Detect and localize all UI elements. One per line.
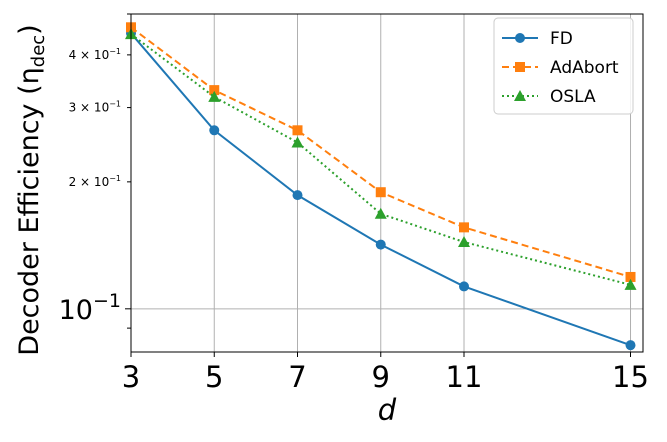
data-point-adabort xyxy=(292,125,303,136)
legend-marker-fd xyxy=(515,33,525,43)
x-axis-label: d xyxy=(378,393,397,427)
data-point-fd xyxy=(209,125,220,136)
y-axis-label: Decoder Efficiency (ηdec) xyxy=(14,24,49,355)
series-fd xyxy=(126,28,636,351)
series-line-fd xyxy=(130,32,631,347)
data-point-osla xyxy=(458,236,471,248)
legend-label-osla: OSLA xyxy=(550,87,596,107)
series-line-adabort xyxy=(130,26,631,278)
series-line-osla xyxy=(130,33,631,286)
x-tick-label: 9 xyxy=(372,360,390,394)
y-tick-label: 3 × 10−1 xyxy=(69,100,121,115)
data-point-adabort xyxy=(625,271,636,282)
series-layer xyxy=(125,22,637,351)
data-point-fd xyxy=(375,239,386,250)
x-tick-label: 3 xyxy=(122,360,140,394)
data-point-osla xyxy=(374,207,387,219)
legend-label-adabort: AdAbort xyxy=(550,58,619,78)
data-point-osla xyxy=(624,278,637,290)
data-point-adabort xyxy=(375,187,386,198)
x-tick-label: 15 xyxy=(612,360,649,394)
data-point-fd xyxy=(459,281,470,292)
data-point-osla xyxy=(208,90,221,102)
legend-marker-osla xyxy=(514,90,526,101)
x-tick-label: 11 xyxy=(446,360,483,394)
legend: FD AdAbort OSLA xyxy=(493,17,634,115)
x-tick-label: 7 xyxy=(288,360,306,394)
data-point-adabort xyxy=(459,222,470,233)
legend-label-fd: FD xyxy=(550,29,573,49)
plot-frame xyxy=(130,13,644,353)
y-tick-label: 2 × 10−1 xyxy=(69,174,121,189)
y-tick-label: 10−1 xyxy=(59,290,121,326)
data-point-adabort xyxy=(209,85,220,96)
y-tick-label: 4 × 10−1 xyxy=(69,47,121,62)
axes: 3 5 7 9 11 15 4 × 10−1 3 × 10−1 2 × 10−1 10−1 xyxy=(59,13,649,394)
data-point-fd xyxy=(625,340,636,351)
legend-marker-adabort xyxy=(515,62,525,72)
data-point-osla xyxy=(291,136,304,148)
x-tick-label: 5 xyxy=(205,360,223,394)
legend-box xyxy=(493,17,634,115)
data-point-fd xyxy=(292,190,303,201)
